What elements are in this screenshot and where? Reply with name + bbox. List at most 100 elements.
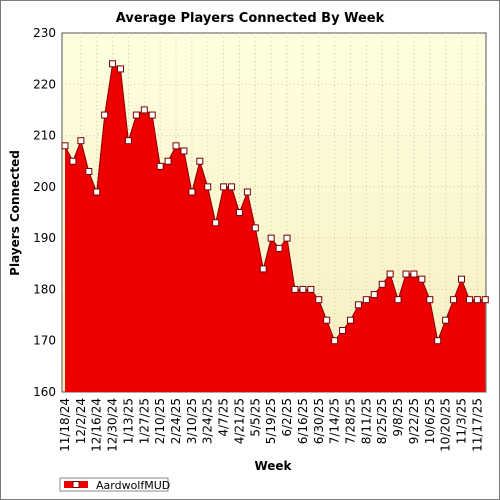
data-point [473,296,481,304]
x-tick-label: 12/16/24 [90,398,104,452]
y-axis-title: Players Connected [8,150,22,276]
data-point [354,301,362,309]
chart-title: Average Players Connected By Week [116,11,385,26]
data-point [386,270,394,278]
area-fill [65,63,486,393]
series-markers [61,60,489,345]
x-tick-label: 3/10/25 [185,398,199,444]
x-tick-label: 9/8/25 [391,398,405,437]
data-point [426,296,434,304]
data-point [109,60,117,68]
data-point [228,183,236,191]
x-tick-label: 5/19/25 [264,398,278,444]
x-tick-label: 12/30/24 [106,398,120,452]
data-point [132,111,140,119]
x-tick-label: 6/16/25 [296,398,310,444]
data-point [172,142,180,150]
data-point [331,337,339,345]
x-tick-label: 9/22/25 [407,398,421,444]
legend-marker [72,481,80,488]
data-point [101,111,109,119]
y-tick-label: 180 [33,282,56,296]
data-point [291,285,299,293]
legend-label-series: AardwolfMUD [96,479,170,492]
data-point [402,270,410,278]
data-point [481,296,489,304]
data-point [61,142,69,150]
x-tick-label: 10/6/25 [423,398,437,444]
data-point [283,234,291,242]
data-point [164,157,172,165]
data-point [235,209,243,216]
y-tick-label: 200 [33,180,56,194]
x-tick-labels: 11/18/24 12/2/24 12/16/24 12/30/24 1/13/25 1/… [58,398,484,452]
x-axis-title: Week [254,459,292,473]
data-point [410,270,418,278]
x-tick-label: 11/18/24 [58,398,72,452]
data-point [93,188,101,196]
data-point [450,296,458,304]
y-tick-label: 160 [33,385,56,399]
x-tick-label: 2/24/25 [169,398,183,444]
data-point [394,296,402,304]
data-point [362,296,370,304]
data-point [69,157,77,165]
data-point [370,291,378,299]
y-tick-label: 220 [33,77,56,91]
x-tick-label: 2/10/25 [153,398,167,444]
x-tick-label: 1/13/25 [121,398,135,444]
x-tick-label: 3/24/25 [201,398,215,444]
data-point [315,296,323,304]
data-point [188,188,196,196]
data-point [299,285,307,293]
data-point [212,219,220,227]
data-point [251,224,259,232]
x-tick-label: 5/5/25 [248,398,262,437]
data-point [323,316,331,324]
y-tick-label: 230 [33,26,56,40]
x-tick-label: 6/2/25 [280,398,294,437]
x-tick-label: 4/21/25 [232,398,246,444]
data-point [220,183,228,191]
x-tick-label: 8/25/25 [375,398,389,444]
data-point [204,183,212,191]
data-point [140,106,148,114]
data-point [124,137,132,145]
data-point [243,188,251,196]
data-point [275,244,283,252]
data-point [85,167,93,175]
data-point [259,265,267,273]
data-point [180,147,188,155]
x-tick-label: 7/28/25 [343,398,357,444]
y-tick-label: 190 [33,231,56,245]
x-tick-label: 4/7/25 [217,398,231,437]
x-tick-label: 1/27/25 [137,398,151,444]
y-tick-label: 170 [33,334,56,348]
data-point [196,157,204,165]
data-point [339,326,347,334]
y-tick-label: 210 [33,129,56,143]
data-point [148,111,156,119]
x-tick-label: 11/3/25 [455,398,469,444]
data-point [442,316,450,324]
x-tick-label: 10/20/25 [439,398,453,452]
data-point [77,137,85,145]
data-point [378,280,386,288]
x-tick-label: 6/30/25 [312,398,326,444]
x-tick-label: 12/2/24 [74,398,88,444]
data-point [267,234,275,242]
legend: AardwolfMUD [59,477,170,492]
x-tick-label: 11/17/25 [470,398,484,452]
data-point [117,65,125,73]
y-tick-labels: 160 170 180 190 200 210 220 230 [33,26,56,399]
data-point [465,296,473,304]
data-point [434,337,442,345]
data-point [307,285,315,293]
data-point [156,162,164,170]
x-tick-label: 7/14/25 [328,398,342,444]
data-point [458,275,465,283]
data-point [346,316,354,324]
data-point [418,275,426,283]
x-tick-label: 8/11/25 [359,398,373,444]
